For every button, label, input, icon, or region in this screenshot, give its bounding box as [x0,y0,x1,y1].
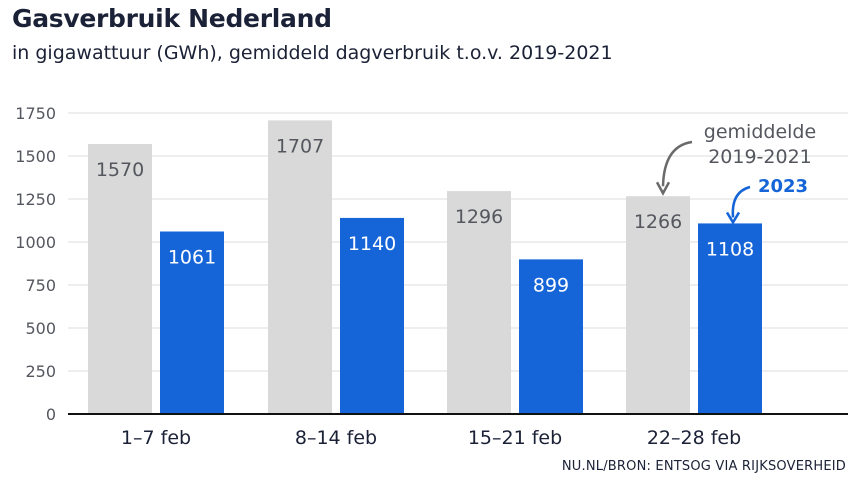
data-label: 1108 [706,238,754,260]
y-tick-label: 1750 [15,104,56,123]
annotation-2023: 2023 [758,176,808,197]
y-tick-label: 750 [25,276,56,295]
data-label: 1140 [348,233,396,255]
y-tick-label: 250 [25,362,56,381]
bar-gemiddelde [447,191,511,414]
annotation-gemiddelde: 2019-2021 [708,146,812,168]
x-axis: 1–7 feb 8–14 feb 15–21 feb 22–28 feb [68,413,848,449]
y-axis: 0 250 500 750 1000 1250 1500 1750 [15,104,56,424]
bar-gemiddelde [626,196,690,414]
y-tick-label: 500 [25,319,56,338]
data-label: 1296 [455,206,503,228]
data-label: 1570 [96,159,144,181]
bar-2023 [340,217,404,414]
bar-2023 [698,223,762,414]
arrow-icon [731,185,751,218]
chart-subtitle: in gigawattuur (GWh), gemiddeld dagverbr… [12,42,613,64]
y-tick-label: 1500 [15,147,56,166]
chart-title: Gasverbruik Nederland [12,4,332,33]
arrow-icon [661,140,693,187]
data-label: 1266 [634,211,682,233]
x-tick-label: 1–7 feb [121,427,191,449]
y-tick-label: 1000 [15,233,56,252]
bar-2023 [519,259,583,414]
bar-2023 [160,231,224,414]
data-label: 899 [533,274,569,296]
data-label: 1061 [168,247,216,269]
source-credit: NU.NL/BRON: ENTSOG VIA RIJKSOVERHEID [561,459,846,474]
x-tick-label: 15–21 feb [468,427,562,449]
y-tick-label: 1250 [15,190,56,209]
data-label: 1707 [276,135,324,157]
x-tick-label: 8–14 feb [295,427,377,449]
arrowhead-icon [655,181,671,196]
arrowhead-icon [725,211,741,225]
annotation-gemiddelde: gemiddelde [704,121,816,143]
bar-gemiddelde [268,120,332,415]
bar-gemiddelde [88,143,152,414]
y-tick-label: 0 [46,405,56,424]
x-tick-label: 22–28 feb [647,427,741,449]
bars: 1570 1061 1707 1140 1296 899 1266 1108 [88,120,762,415]
annotations: gemiddelde 2019-2021 2023 [655,121,816,225]
